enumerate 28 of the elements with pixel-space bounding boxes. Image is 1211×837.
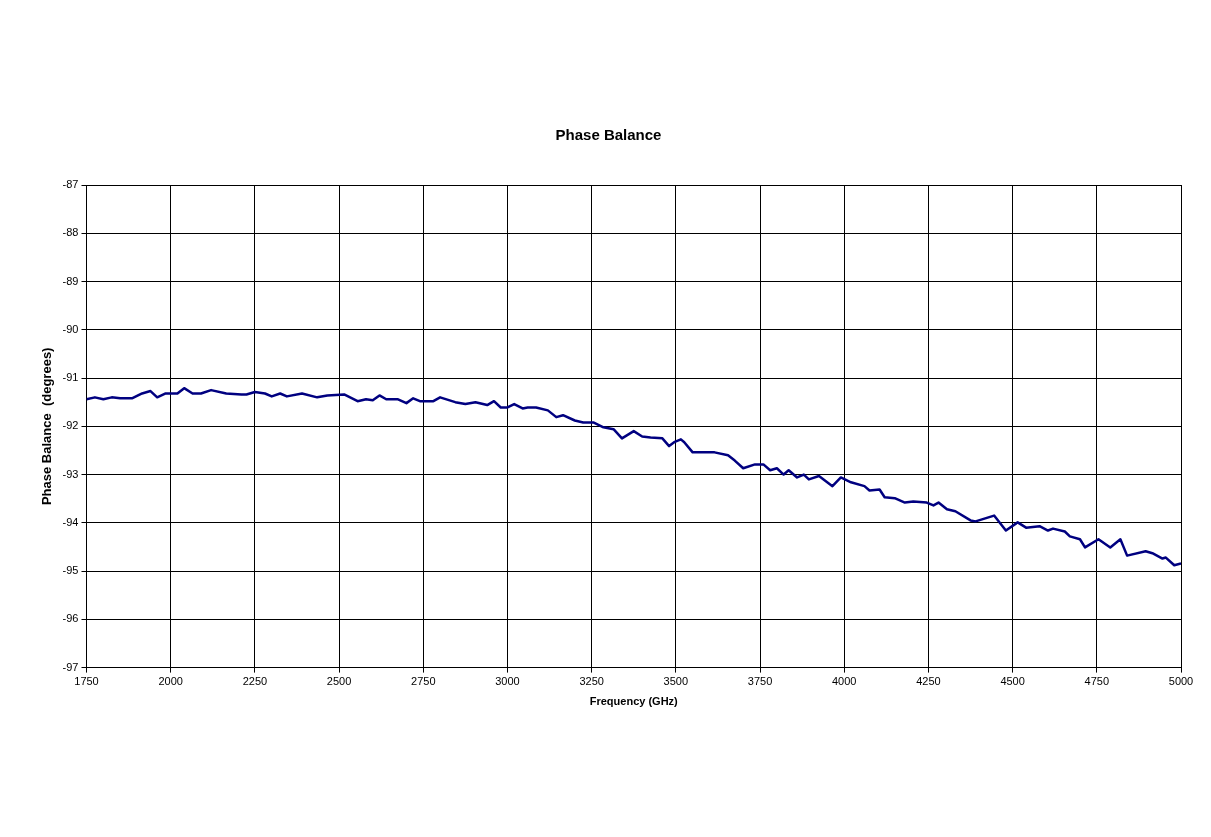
x-tick-label: 4250 <box>916 675 941 688</box>
x-tick-label: 2750 <box>411 675 436 688</box>
y-tick-label: -97 <box>62 660 79 673</box>
x-tick-label: 2000 <box>158 675 183 688</box>
x-tick-label: 4750 <box>1084 675 1110 688</box>
y-tick-label: -95 <box>62 564 79 577</box>
y-tick-label: -96 <box>62 612 79 625</box>
y-axis-title: Phase Balance (degrees) <box>39 347 55 506</box>
y-tick-label: -91 <box>62 371 79 384</box>
x-axis-title: Frequency (GHz) <box>589 695 679 708</box>
x-tick-label: 5000 <box>1168 675 1194 688</box>
y-tick-label: -93 <box>62 467 79 480</box>
x-tick-label: 3750 <box>747 675 773 688</box>
y-tick-label: -92 <box>62 419 79 432</box>
chart-title: Phase Balance <box>555 126 662 144</box>
x-tick-label: 4500 <box>1000 675 1025 688</box>
y-tick-label: -94 <box>62 515 79 528</box>
x-tick-label: 3500 <box>663 675 689 688</box>
x-tick-label: 2250 <box>242 675 268 688</box>
y-tick-label: -87 <box>62 178 79 191</box>
x-tick-label: 3250 <box>579 675 604 688</box>
y-tick-label: -89 <box>62 274 79 287</box>
x-tick-label: 3000 <box>495 675 520 688</box>
x-tick-label: 4000 <box>831 675 857 688</box>
x-tick-label: 2500 <box>326 675 352 688</box>
y-tick-label: -90 <box>62 322 79 335</box>
y-tick-label: -88 <box>62 226 79 239</box>
x-tick-label: 1750 <box>74 675 99 688</box>
